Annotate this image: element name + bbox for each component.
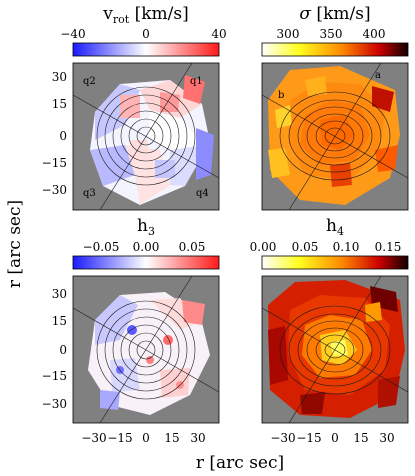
overlay-h3 <box>72 275 220 424</box>
colorbar-ticks-sigma: 300 350 400 <box>277 27 386 41</box>
x-tick-label: 0 <box>142 431 150 445</box>
quadrant-label: q4 <box>196 188 209 199</box>
y-tick-label: 0 <box>59 129 67 143</box>
panel-title-h3: h3 <box>137 216 155 238</box>
cbar-tick-label: 350 <box>320 27 343 41</box>
panel-title-vrot: vrot [km/s] <box>102 4 188 26</box>
x-tick-label: −15 <box>107 431 132 445</box>
y-ticks-top: 30 15 0 −15 −30 <box>42 70 67 197</box>
cbar-tick-label: 0 <box>142 27 150 41</box>
x-tick-label: 15 <box>164 431 179 445</box>
y-tick-label: 0 <box>59 343 67 357</box>
colorbar-ticks-h3: −0.05 0.00 0.05 <box>83 240 206 254</box>
heatmap-vrot <box>90 75 214 205</box>
x-axis-label: r [arc sec] <box>196 453 284 473</box>
panel-h4: h4 0.00 0.05 0.10 0.15 <box>250 216 409 424</box>
y-ticks-bottom: 30 15 0 −15 −30 <box>42 287 67 411</box>
panel-title-sigma: σ [km/s] <box>299 4 370 24</box>
cbar-tick-label: 0.05 <box>179 240 206 254</box>
colorbar-h4 <box>261 255 409 270</box>
x-tick-label: −15 <box>296 431 321 445</box>
y-tick-label: −15 <box>42 369 67 383</box>
cbar-tick-label: 300 <box>277 27 300 41</box>
colorbar-h3 <box>72 255 220 270</box>
cbar-tick-label: 0.10 <box>333 240 360 254</box>
cbar-tick-label: 0.05 <box>292 240 319 254</box>
x-tick-label: 30 <box>379 431 394 445</box>
overlay-sigma <box>261 62 409 211</box>
panel-vrot: vrot [km/s] −40 0 40 <box>42 4 227 211</box>
x-tick-label: 30 <box>190 431 205 445</box>
cbar-tick-label: 40 <box>211 27 226 41</box>
colorbar-ticks-vrot: −40 0 40 <box>60 27 226 41</box>
overlay-vrot <box>72 62 220 211</box>
y-tick-label: 30 <box>52 287 67 301</box>
cbar-tick-label: 0.15 <box>375 240 402 254</box>
cbar-tick-label: 400 <box>363 27 386 41</box>
overlay-h4 <box>261 275 409 424</box>
heatmap-h3 <box>88 292 210 415</box>
y-tick-label: 30 <box>52 70 67 84</box>
cbar-tick-label: 0.00 <box>250 240 277 254</box>
axis-labels-sigma: a b <box>278 70 381 101</box>
panel-sigma: σ [km/s] 300 350 400 a <box>261 4 409 211</box>
quadrant-label: q3 <box>83 188 96 199</box>
y-tick-label: −30 <box>42 183 67 197</box>
axis-marker-label: b <box>278 90 284 101</box>
cbar-tick-label: −0.05 <box>83 240 120 254</box>
cbar-tick-label: −40 <box>60 27 85 41</box>
x-tick-label: −30 <box>81 431 106 445</box>
y-axis-label: r [arc sec] <box>5 200 25 288</box>
x-ticks-left: −30 −15 0 15 30 <box>81 431 205 445</box>
y-tick-label: −15 <box>42 156 67 170</box>
quadrant-label: q1 <box>190 76 203 87</box>
quadrant-label: q2 <box>83 76 96 87</box>
x-tick-label: 0 <box>331 431 339 445</box>
x-tick-label: 15 <box>353 431 368 445</box>
heatmap-h4 <box>268 280 405 418</box>
y-tick-label: 15 <box>52 314 67 328</box>
colorbar-ticks-h4: 0.00 0.05 0.10 0.15 <box>250 240 402 254</box>
y-tick-label: −30 <box>42 397 67 411</box>
quadrant-labels-vrot: q1 q2 q3 q4 <box>83 76 209 199</box>
y-tick-label: 15 <box>52 97 67 111</box>
axis-marker-label: a <box>375 70 381 81</box>
x-ticks-right: −30 −15 0 15 30 <box>270 431 394 445</box>
panel-h3: h3 −0.05 0.00 0.05 <box>42 216 220 424</box>
colorbar-vrot <box>72 42 220 57</box>
cbar-tick-label: 0.00 <box>133 240 160 254</box>
x-tick-label: −30 <box>270 431 295 445</box>
colorbar-sigma <box>261 42 409 57</box>
panel-title-h4: h4 <box>326 216 344 238</box>
